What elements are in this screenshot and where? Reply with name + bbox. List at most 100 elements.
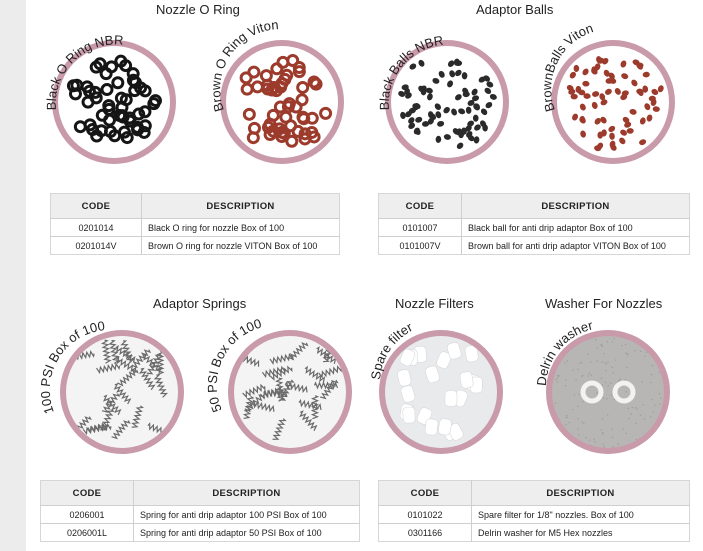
texture-dot bbox=[643, 418, 646, 420]
code-cell: 0301166 bbox=[378, 523, 472, 542]
code-cell: 0201014V bbox=[50, 236, 142, 255]
o-ring-shape bbox=[104, 60, 118, 74]
spring-shape bbox=[310, 395, 320, 420]
texture-dot bbox=[558, 418, 560, 420]
texture-dot bbox=[654, 404, 656, 407]
texture-dot bbox=[630, 413, 632, 415]
table-header-row: CODE DESCRIPTION bbox=[378, 480, 690, 506]
texture-dot bbox=[601, 432, 604, 434]
texture-dot bbox=[600, 343, 603, 346]
o-ring-shape bbox=[88, 85, 102, 99]
texture-dot bbox=[635, 438, 638, 441]
o-ring-shape bbox=[247, 65, 261, 79]
spring-shape bbox=[319, 379, 339, 400]
washer-shape bbox=[580, 380, 604, 404]
texture-dot bbox=[606, 341, 609, 343]
spring-shape bbox=[131, 405, 145, 428]
ball-shape bbox=[438, 70, 445, 78]
texture-dot bbox=[564, 362, 566, 365]
springs-50psi-label-arc: 50 PSI Box of 100 bbox=[205, 316, 264, 415]
ball-shape bbox=[594, 145, 602, 152]
spare-filter-image bbox=[379, 330, 503, 454]
section-title-nozzle-filters: Nozzle Filters bbox=[395, 296, 474, 311]
ball-shape bbox=[474, 124, 481, 131]
brown-o-ring-label-arc: Brown O Ring Viton bbox=[208, 17, 279, 113]
texture-dot bbox=[554, 402, 557, 404]
texture-dot bbox=[624, 343, 627, 346]
texture-dot bbox=[561, 446, 563, 448]
filter-shape bbox=[459, 371, 474, 389]
filter-shape bbox=[397, 369, 412, 387]
texture-dot bbox=[572, 369, 574, 371]
spring-shape bbox=[316, 346, 337, 364]
filter-shape bbox=[399, 348, 416, 367]
texture-dot bbox=[634, 350, 636, 352]
texture-dot bbox=[578, 393, 580, 396]
ball-shape bbox=[400, 111, 406, 120]
ball-shape bbox=[432, 77, 440, 84]
ball-shape bbox=[569, 71, 576, 79]
o-ring-shape bbox=[119, 59, 133, 73]
ball-shape bbox=[447, 60, 455, 67]
texture-dot bbox=[606, 398, 608, 400]
o-ring-shape bbox=[138, 119, 152, 133]
ball-shape bbox=[465, 125, 472, 132]
filter-shape bbox=[464, 345, 479, 363]
ball-shape bbox=[418, 85, 425, 93]
o-ring-shape bbox=[126, 67, 140, 81]
texture-dot bbox=[641, 381, 643, 383]
ball-shape bbox=[600, 99, 608, 106]
o-ring-shape bbox=[115, 100, 129, 114]
texture-dot bbox=[583, 422, 585, 425]
texture-dot bbox=[582, 400, 584, 403]
ball-shape bbox=[605, 78, 613, 84]
texture-dot bbox=[577, 418, 579, 420]
texture-dot bbox=[639, 414, 642, 416]
texture-dot bbox=[557, 374, 559, 377]
ball-shape bbox=[462, 87, 469, 95]
section-title-adaptor-balls: Adaptor Balls bbox=[476, 2, 554, 17]
texture-dot bbox=[565, 424, 567, 426]
texture-dot bbox=[552, 420, 554, 422]
springs-50psi-image bbox=[228, 330, 352, 454]
ball-shape bbox=[636, 88, 644, 95]
springs-100psi-label: 100 PSI Box of 100 bbox=[38, 318, 106, 416]
ball-shape bbox=[471, 95, 480, 102]
texture-dot bbox=[570, 445, 572, 448]
ball-shape bbox=[608, 125, 616, 133]
texture-dot bbox=[659, 403, 661, 405]
texture-dot bbox=[585, 436, 587, 439]
texture-dot bbox=[621, 344, 623, 347]
o-ring-shape bbox=[100, 83, 114, 97]
texture-dot bbox=[559, 433, 562, 436]
spring-shape bbox=[100, 339, 112, 364]
texture-dot bbox=[590, 374, 593, 376]
springs-50psi-photo bbox=[234, 336, 346, 448]
ball-shape bbox=[409, 63, 417, 70]
ball-shape bbox=[471, 88, 478, 96]
o-ring-shape bbox=[242, 107, 256, 121]
texture-dot bbox=[568, 421, 570, 424]
texture-dot bbox=[577, 428, 579, 430]
o-ring-shape bbox=[295, 93, 309, 107]
o-ring-shape bbox=[273, 100, 287, 114]
filter-shape bbox=[424, 365, 440, 384]
o-ring-shape bbox=[126, 73, 140, 87]
texture-dot bbox=[639, 437, 641, 440]
ball-shape bbox=[583, 93, 591, 99]
ball-shape bbox=[642, 71, 650, 78]
spring-shape bbox=[318, 365, 342, 379]
table-header-row: CODE DESCRIPTION bbox=[378, 193, 690, 219]
description-header: DESCRIPTION bbox=[133, 480, 360, 506]
texture-dot bbox=[652, 347, 654, 349]
o-ring-shape bbox=[82, 84, 96, 98]
texture-dot bbox=[644, 355, 646, 357]
table-row: 0101007 Black ball for anti drip adaptor … bbox=[378, 218, 690, 237]
texture-dot bbox=[581, 442, 583, 444]
ball-shape bbox=[427, 93, 433, 101]
code-header: CODE bbox=[40, 480, 134, 506]
texture-dot bbox=[650, 416, 652, 418]
texture-dot bbox=[601, 361, 603, 363]
filter-shape bbox=[436, 351, 452, 369]
texture-dot bbox=[656, 443, 658, 446]
